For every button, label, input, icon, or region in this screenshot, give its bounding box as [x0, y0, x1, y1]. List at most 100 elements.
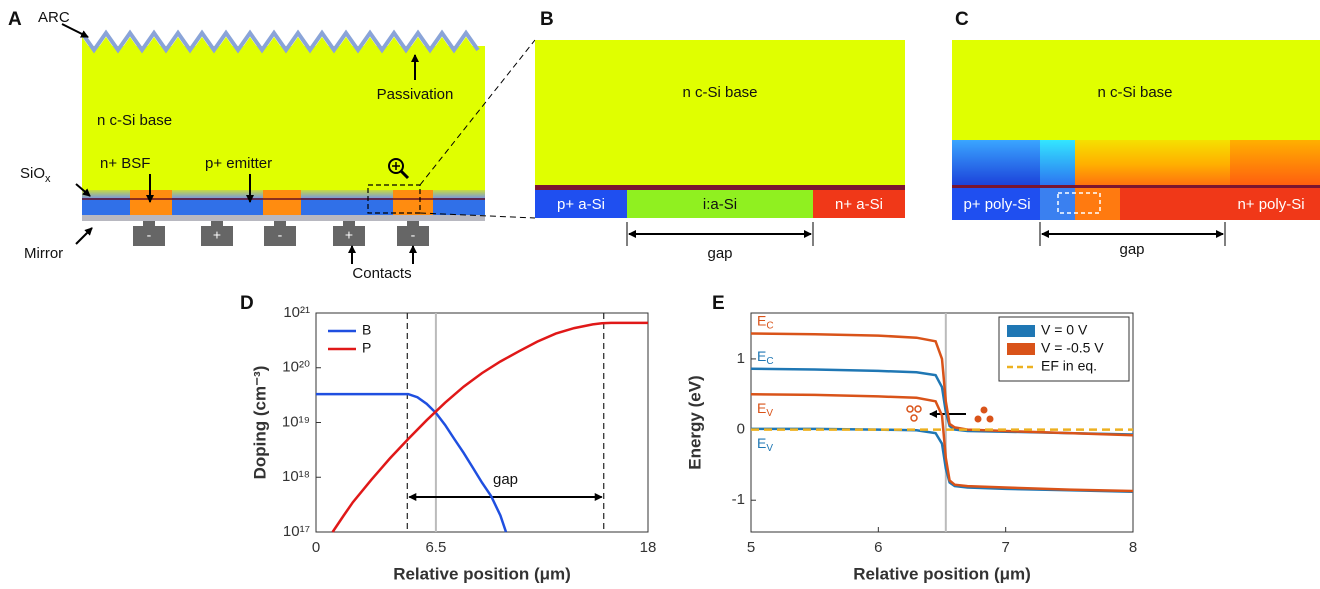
- contacts: - + - + -: [133, 221, 429, 246]
- label-sub: x: [45, 173, 51, 185]
- contact: [274, 221, 286, 227]
- panel-b: B n c-Si base p+ a-Si i:a-Si n+ a-Si gap: [535, 9, 905, 262]
- contact: [407, 221, 419, 227]
- gap-tick: [1039, 222, 1226, 246]
- contact-sign: -: [147, 227, 152, 243]
- hole: [910, 414, 918, 422]
- zoom-icon: [399, 169, 410, 180]
- label: gap: [707, 245, 732, 262]
- label: SiOx: [20, 165, 51, 185]
- field-region: [1040, 140, 1075, 188]
- carrier-illustration: [906, 405, 994, 423]
- panel-label: A: [8, 9, 22, 30]
- contact-sign: +: [213, 227, 221, 243]
- data-line: [331, 321, 648, 533]
- x-tick-label: 0: [312, 539, 320, 556]
- band-line: [751, 427, 1134, 493]
- y-tick-label: 10¹⁸: [282, 468, 310, 485]
- label: n+ BSF: [100, 155, 150, 172]
- hole: [906, 405, 914, 413]
- label: n c-Si base: [97, 112, 172, 129]
- zoom-box: [367, 184, 421, 214]
- band-label-main: E: [757, 400, 766, 416]
- hole: [914, 405, 922, 413]
- legend-label: V = 0 V: [1041, 322, 1088, 338]
- legend-label: EF in eq.: [1041, 358, 1097, 374]
- x-axis-label: Relative position (μm): [853, 564, 1031, 583]
- arc-layer: [80, 29, 480, 54]
- contact: [201, 226, 233, 246]
- legend-label: B: [362, 322, 371, 338]
- contact-sign: -: [411, 227, 416, 243]
- y-tick-label: 1: [737, 350, 745, 367]
- field-region: [952, 140, 1040, 188]
- i-region: [627, 190, 813, 218]
- legend-swatch: [1007, 325, 1035, 337]
- panel-label: D: [240, 293, 254, 314]
- band-label: EC: [757, 348, 774, 367]
- label: p+ poly-Si: [963, 196, 1030, 213]
- arrow: [75, 227, 93, 245]
- label: SiO: [20, 165, 45, 182]
- label: n+ a-Si: [835, 196, 883, 213]
- legend-swatch: [1007, 343, 1035, 355]
- chart: D 0 6.5 18 10¹⁷ 10¹⁸ 10¹⁹ 10²⁰ 10²¹ Relative posi…: [240, 293, 656, 583]
- label: Contacts: [352, 265, 411, 282]
- legend-label: V = -0.5 V: [1041, 340, 1104, 356]
- p-region: [535, 190, 627, 218]
- x-tick-label: 8: [1129, 539, 1137, 556]
- x-tick-label: 6.5: [425, 539, 446, 556]
- field-region: [1230, 140, 1320, 188]
- y-tick-label: -1: [732, 491, 745, 508]
- legend-box: [320, 317, 390, 363]
- contact: [343, 221, 355, 227]
- y-tick-label: 10²¹: [283, 304, 310, 321]
- y-axis-label: Doping (cm⁻³): [250, 366, 269, 480]
- hole: [986, 415, 994, 423]
- n-region: [813, 190, 905, 218]
- contact: [397, 226, 429, 246]
- mirror: [82, 215, 485, 221]
- p-region: [952, 188, 1040, 220]
- emitter-region: [263, 190, 301, 215]
- band-label: EV: [757, 435, 773, 454]
- data-line: [316, 392, 508, 533]
- x-axis-label: Relative position (μm): [393, 564, 571, 583]
- label: p+ emitter: [205, 155, 272, 172]
- contact: [333, 226, 365, 246]
- panel-c: C n c-Si base p+ poly-Si n+ poly-Si gap: [952, 9, 1320, 258]
- arrow: [61, 23, 89, 38]
- y-axis-label: Energy (eV): [685, 375, 704, 469]
- panel-a: - + - + - A ARC Passivation n c-Si base SiOx…: [8, 9, 536, 282]
- y-tick-label: 10²⁰: [282, 359, 310, 376]
- zoom-line: [419, 39, 536, 186]
- base-region: [82, 46, 485, 196]
- hole: [980, 406, 988, 414]
- base-region: [535, 40, 905, 186]
- label: i:a-Si: [703, 196, 737, 213]
- plot-frame: [750, 312, 1134, 533]
- contact: [264, 226, 296, 246]
- label: gap: [1119, 241, 1144, 258]
- band-line: [750, 392, 1134, 493]
- label: Mirror: [24, 245, 63, 262]
- n-region: [1120, 188, 1320, 220]
- zoom-box: [1057, 192, 1101, 214]
- contact: [143, 221, 155, 227]
- y-tick-label: 10¹⁹: [282, 413, 310, 430]
- contact: [133, 226, 165, 246]
- x-tick-label: 5: [747, 539, 755, 556]
- band-label-sub: V: [766, 442, 773, 453]
- x-tick-label: 18: [640, 539, 657, 556]
- contact: [211, 221, 223, 227]
- band-label-main: E: [757, 312, 766, 328]
- band-label-sub: C: [766, 355, 773, 366]
- label: ARC: [38, 9, 70, 26]
- label: n c-Si base: [682, 84, 757, 101]
- label: n c-Si base: [1097, 84, 1172, 101]
- band-label-sub: V: [766, 408, 773, 419]
- band-label: EC: [757, 312, 774, 331]
- arrow: [75, 183, 91, 197]
- band-label-main: E: [757, 348, 766, 364]
